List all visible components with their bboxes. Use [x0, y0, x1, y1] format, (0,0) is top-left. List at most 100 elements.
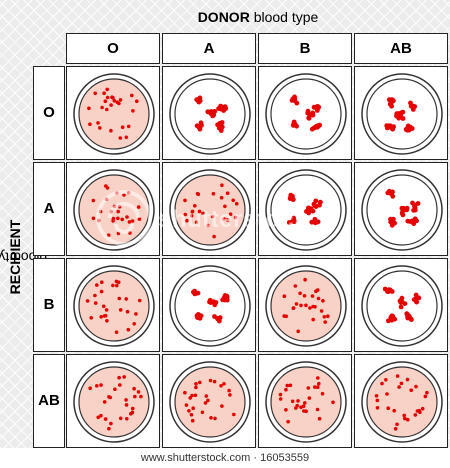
- red-blood-cell: [216, 122, 222, 127]
- red-blood-cell: [200, 410, 205, 415]
- red-blood-cell: [189, 214, 194, 218]
- red-blood-cell: [225, 218, 230, 222]
- red-blood-cell: [206, 223, 210, 228]
- red-blood-cell: [389, 317, 395, 323]
- red-blood-cell: [406, 126, 412, 132]
- red-blood-cell: [315, 407, 320, 412]
- red-blood-cell: [291, 306, 296, 310]
- red-blood-cell: [99, 413, 103, 418]
- red-blood-cell: [104, 308, 109, 312]
- red-blood-cell: [400, 109, 406, 115]
- grid-cell-b-a: [162, 258, 256, 352]
- red-blood-cell: [87, 106, 91, 111]
- red-blood-cell: [315, 385, 320, 389]
- red-blood-cell: [197, 126, 203, 132]
- grid-cell-ab-o: [66, 354, 160, 448]
- red-blood-cell: [126, 327, 131, 332]
- red-blood-cell: [185, 218, 189, 223]
- red-blood-cell: [311, 317, 315, 322]
- red-blood-cell: [296, 329, 300, 334]
- red-blood-cell: [323, 320, 327, 324]
- red-blood-cell: [120, 217, 124, 222]
- red-blood-cell: [106, 233, 111, 237]
- recipient-row-header: A: [33, 162, 65, 256]
- stock-footer: www.shutterstock.com · 16053559: [0, 448, 450, 468]
- red-blood-cell: [193, 204, 197, 208]
- red-blood-cell: [219, 384, 223, 388]
- recipient-axis-title: RECIPIENT blood type: [0, 219, 48, 295]
- red-blood-cell: [125, 309, 130, 314]
- red-blood-cell: [184, 403, 189, 407]
- red-blood-cell: [194, 382, 198, 386]
- red-blood-cell: [130, 406, 135, 411]
- red-blood-cell: [104, 197, 109, 202]
- red-blood-cell: [128, 231, 132, 235]
- red-blood-cell: [201, 211, 205, 216]
- red-blood-cell: [390, 193, 396, 199]
- red-blood-cell: [403, 416, 407, 421]
- petri-dish-compatible: [361, 361, 443, 443]
- red-blood-cell: [198, 380, 202, 385]
- red-blood-cell: [105, 95, 110, 100]
- grid-cell-o-o: [66, 66, 160, 160]
- red-blood-cell: [294, 302, 299, 306]
- red-blood-cell: [191, 406, 195, 410]
- red-blood-cell: [316, 376, 320, 380]
- red-blood-cell: [317, 202, 322, 208]
- red-blood-cell: [109, 103, 113, 107]
- grid-cell-b-ab: [354, 258, 448, 352]
- donor-column-header: A: [162, 33, 256, 64]
- red-blood-cell: [320, 391, 325, 396]
- red-blood-cell: [96, 121, 100, 125]
- red-blood-cell: [414, 384, 418, 389]
- red-blood-cell: [89, 316, 93, 320]
- grid-cell-a-b: [258, 162, 352, 256]
- red-blood-cell: [228, 212, 233, 216]
- red-blood-cell: [386, 287, 392, 293]
- red-blood-cell: [206, 398, 210, 403]
- red-blood-cell: [404, 205, 410, 211]
- red-blood-cell: [105, 107, 109, 112]
- red-blood-cell: [313, 198, 319, 204]
- red-blood-cell: [222, 217, 226, 221]
- red-blood-cell: [124, 297, 128, 301]
- red-blood-cell: [104, 184, 108, 188]
- red-blood-cell: [316, 296, 321, 301]
- red-blood-cell: [208, 378, 213, 383]
- red-blood-cell: [130, 219, 135, 223]
- red-blood-cell: [386, 188, 392, 194]
- red-blood-cell: [116, 216, 120, 221]
- red-blood-cell: [222, 382, 226, 386]
- red-blood-cell: [398, 304, 404, 310]
- grid-cell-b-b: [258, 258, 352, 352]
- petri-dish-serum: [174, 174, 246, 246]
- red-blood-cell: [315, 104, 321, 110]
- red-blood-cell: [228, 393, 232, 397]
- red-blood-cell: [409, 388, 413, 392]
- red-blood-cell: [298, 291, 302, 296]
- red-blood-cell: [413, 297, 419, 303]
- red-blood-cell: [203, 401, 208, 405]
- red-blood-cell: [96, 415, 100, 420]
- red-blood-cell: [296, 399, 300, 403]
- red-blood-cell: [278, 392, 283, 397]
- red-blood-cell: [306, 386, 311, 390]
- recipient-row-header: AB: [33, 354, 65, 448]
- red-blood-cell: [112, 98, 117, 103]
- red-blood-cell: [316, 123, 321, 129]
- red-blood-cell: [99, 315, 103, 319]
- grid-cell-b-o: [66, 258, 160, 352]
- red-blood-cell: [114, 279, 119, 284]
- petri-dish-agglutinated: [169, 73, 251, 155]
- petri-dish-agglutinated: [265, 169, 347, 251]
- red-blood-cell: [127, 220, 132, 224]
- red-blood-cell: [391, 216, 396, 222]
- petri-dish-serum: [78, 78, 150, 150]
- red-blood-cell: [109, 209, 114, 214]
- red-blood-cell: [88, 122, 92, 126]
- red-blood-cell: [117, 101, 121, 106]
- petri-dish-compatible: [73, 265, 155, 347]
- red-blood-cell: [101, 304, 106, 309]
- red-blood-cell: [414, 218, 419, 224]
- red-blood-cell: [207, 299, 212, 305]
